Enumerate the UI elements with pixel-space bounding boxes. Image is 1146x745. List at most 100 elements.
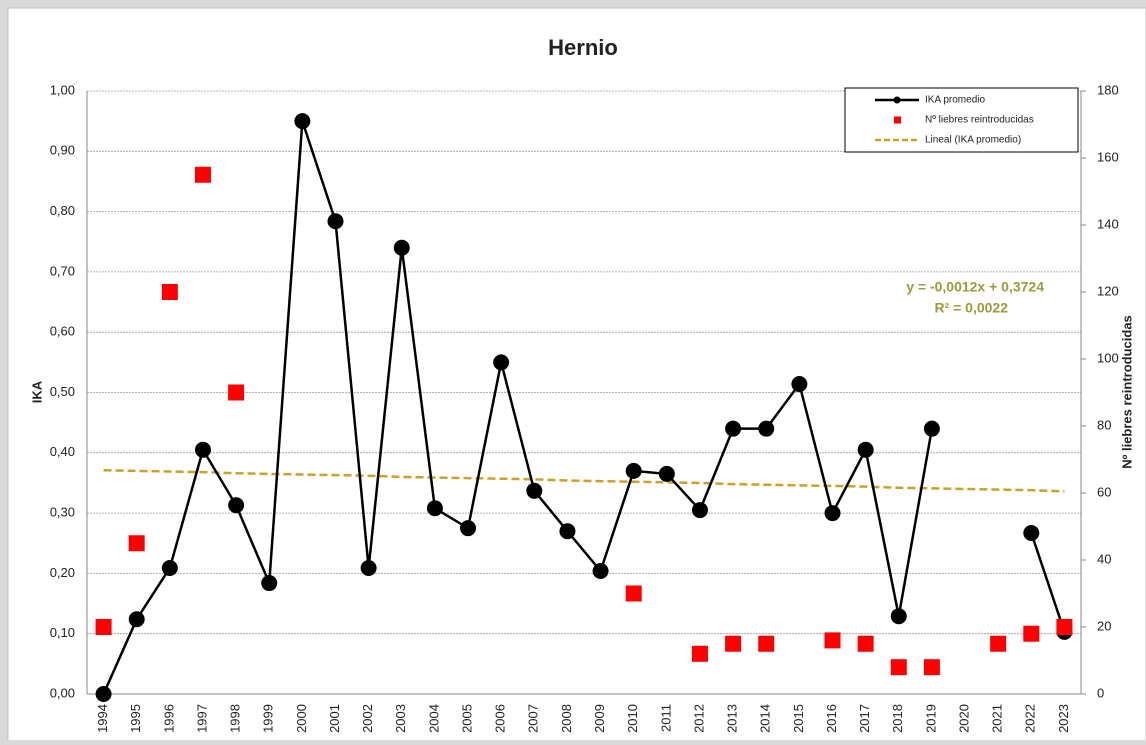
hare-point	[1056, 619, 1073, 635]
x-tick-label: 2013	[725, 704, 740, 733]
y2-axis-title: Nº liebres reintroducidas	[1119, 315, 1134, 469]
ika-point	[161, 559, 178, 576]
y2-tick-label: 40	[1097, 551, 1111, 566]
ika-point	[327, 213, 344, 230]
x-tick-label: 2006	[493, 704, 508, 733]
ika-point	[791, 376, 808, 393]
hare-point	[228, 384, 245, 401]
y-tick-label: 0,70	[50, 263, 75, 278]
y2-tick-label: 140	[1097, 216, 1119, 231]
x-tick-label: 2010	[625, 704, 640, 733]
trend-equation: y = -0,0012x + 0,3724	[906, 279, 1044, 295]
ika-point	[725, 420, 742, 437]
x-tick-label: 2004	[426, 704, 441, 733]
x-tick-label: 2023	[1056, 704, 1071, 733]
x-tick-label: 2011	[658, 704, 673, 732]
y2-tick-label: 160	[1097, 149, 1119, 164]
hare-point	[691, 645, 708, 662]
ika-point	[592, 562, 609, 579]
ika-point	[493, 354, 510, 371]
ika-point	[923, 420, 940, 437]
y-tick-label: 0,30	[50, 505, 75, 520]
x-tick-label: 2015	[791, 704, 806, 733]
x-tick-label: 2009	[592, 704, 607, 733]
ika-point	[625, 462, 642, 479]
x-tick-label: 1995	[128, 704, 143, 733]
legend-box	[844, 87, 1079, 153]
ika-point	[128, 611, 145, 628]
ika-point	[691, 502, 708, 519]
x-tick-label: 1996	[161, 704, 176, 733]
ika-point	[393, 239, 410, 256]
x-tick-label: 2020	[956, 704, 971, 733]
hare-point	[128, 535, 145, 552]
ika-point	[559, 523, 576, 540]
hare-point	[625, 585, 642, 602]
ika-point	[890, 608, 907, 625]
y2-tick-label: 60	[1097, 484, 1111, 499]
y2-tick-label: 180	[1097, 82, 1119, 97]
ika-point	[658, 465, 675, 482]
x-tick-label: 2016	[824, 704, 839, 733]
ika-point	[460, 520, 477, 537]
y2-tick-label: 0	[1097, 685, 1104, 700]
x-tick-label: 2021	[990, 704, 1005, 733]
ika-point	[228, 497, 245, 514]
y-tick-label: 0,00	[50, 685, 75, 700]
legend-label: Nº liebres reintroducidas	[925, 115, 1034, 126]
y-tick-label: 0,90	[50, 143, 75, 158]
y-tick-label: 0,50	[50, 384, 75, 399]
ika-point	[194, 441, 211, 458]
y-tick-label: 0,60	[50, 324, 75, 339]
x-tick-label: 2008	[559, 704, 574, 733]
y2-tick-label: 120	[1097, 283, 1119, 298]
ika-point	[824, 505, 841, 522]
x-tick-label: 2000	[294, 704, 309, 733]
trend-line	[103, 469, 1065, 493]
ika-point	[261, 575, 278, 592]
y2-tick-label: 80	[1097, 417, 1111, 432]
hare-point	[857, 635, 874, 652]
y-tick-label: 0,40	[50, 444, 75, 459]
x-tick-label: 2003	[393, 704, 408, 733]
legend-label: Lineal (IKA promedio)	[925, 135, 1021, 146]
legend-swatch	[893, 96, 901, 104]
x-tick-label: 2014	[758, 704, 773, 733]
ika-point	[857, 441, 874, 458]
x-tick-label: 1997	[194, 704, 209, 733]
x-tick-label: 2022	[1023, 704, 1038, 733]
x-tick-label: 2002	[360, 704, 375, 733]
x-tick-label: 1998	[228, 704, 243, 733]
hare-point	[161, 284, 178, 300]
ika-point	[360, 559, 377, 576]
ika-point	[758, 420, 775, 437]
ika-point	[526, 482, 543, 499]
hare-point	[725, 635, 742, 652]
x-tick-label: 1999	[261, 704, 276, 733]
hare-point	[1023, 625, 1040, 642]
y2-tick-label: 100	[1097, 350, 1119, 365]
hare-point	[95, 619, 112, 635]
ika-point	[95, 686, 112, 702]
x-tick-label: 2012	[691, 704, 706, 733]
hare-point	[194, 166, 211, 183]
x-tick-label: 2001	[327, 704, 342, 733]
y-tick-label: 1,00	[50, 82, 75, 97]
legend-swatch	[894, 116, 901, 124]
y-tick-label: 0,80	[50, 203, 75, 218]
ika-point	[294, 113, 311, 130]
x-tick-label: 2018	[890, 704, 905, 733]
x-tick-label: 2007	[526, 704, 541, 733]
x-tick-label: 2019	[923, 704, 938, 733]
ika-point	[1023, 524, 1040, 541]
x-tick-label: 2005	[459, 704, 474, 733]
y-tick-label: 0,10	[50, 625, 75, 640]
hare-point	[824, 632, 841, 649]
hare-point	[990, 635, 1007, 652]
y2-tick-label: 20	[1097, 618, 1111, 633]
y-tick-label: 0,20	[50, 565, 75, 580]
hare-point	[890, 659, 907, 676]
ika-point	[426, 500, 443, 517]
